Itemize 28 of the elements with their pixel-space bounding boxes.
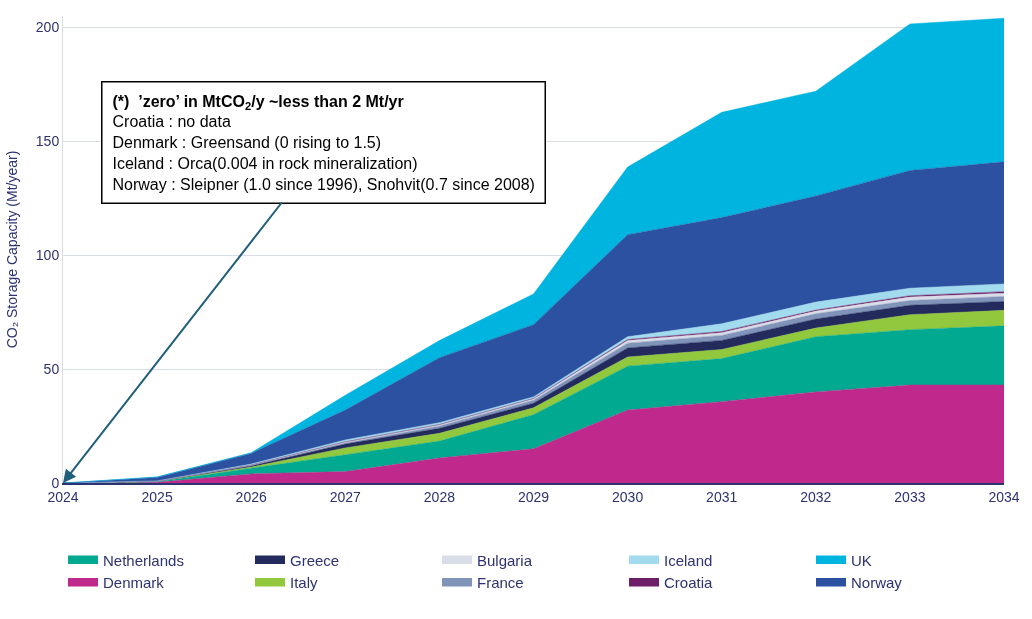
legend-label: Denmark [103, 574, 165, 592]
y-tick-label: 200 [35, 19, 60, 36]
x-tick-label: 2033 [894, 488, 926, 505]
x-tick-label: 2027 [329, 488, 362, 505]
y-tick-label: 0 [51, 474, 60, 491]
legend-label: Croatia [664, 574, 714, 592]
legend-label: Italy [290, 574, 319, 592]
y-tick-label: 150 [35, 133, 60, 150]
x-tick-label: 2029 [517, 488, 550, 505]
legend-label: France [477, 574, 524, 592]
x-tick-label: 2031 [706, 488, 738, 505]
x-tick-label: 2028 [423, 488, 456, 505]
y-tick-label: 50 [43, 361, 60, 377]
x-tick-label: 2032 [800, 488, 832, 505]
x-tick-label: 2030 [612, 488, 644, 505]
legend-label: Iceland [664, 551, 713, 569]
legend-label: Bulgaria [477, 551, 533, 569]
legend-label: Greece [290, 551, 340, 569]
x-tick-label: 2024 [47, 488, 79, 505]
legend-label: Norway [851, 574, 903, 592]
legend-label: UK [851, 551, 872, 569]
y-axis-title: CO₂ Storage Capacity (Mt/year) [4, 150, 21, 349]
x-tick-label: 2034 [988, 488, 1020, 505]
text: (*) ’zero’ in MtCO$_{2}$/y ~less than 2 Mt/yr Croatia : no data Denmark : Greensand (0 rising to 1.5) Iceland : Orca(0.004 in rock mineralization) Norway : Sleipner (1.0 since 1996), Snohvit(0.7 since 2008) [112, 92, 535, 193]
y-tick-label: 100 [35, 247, 60, 264]
legend-label: Netherlands [103, 551, 184, 569]
x-tick-label: 2025 [141, 488, 173, 505]
x-tick-label: 2026 [235, 488, 267, 505]
